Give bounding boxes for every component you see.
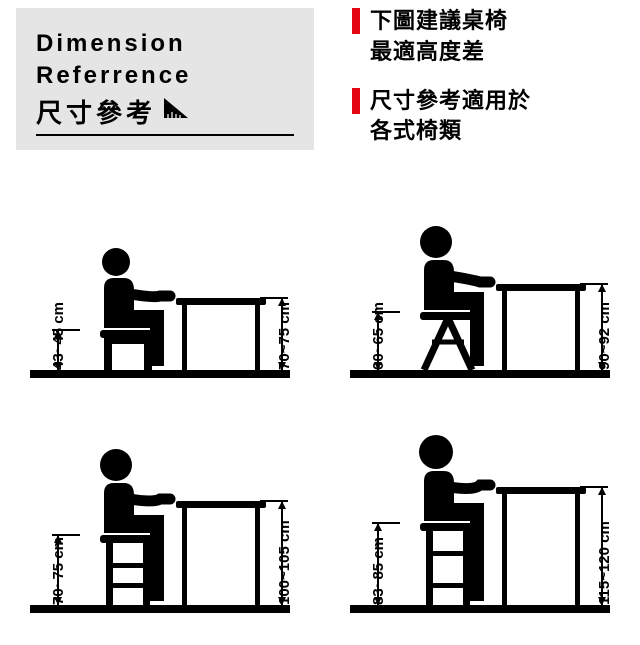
red-bullet-icon <box>352 8 360 34</box>
header-cn-text: 尺寸參考 <box>36 93 156 130</box>
note-2-line-1: 尺寸參考適用於 <box>370 86 531 117</box>
note-1-line-2: 最適高度差 <box>370 37 508 68</box>
ruler-icon <box>162 96 192 127</box>
red-bullet-icon <box>352 88 360 114</box>
header-rule <box>36 134 294 136</box>
note-1: 下圖建議桌椅 最適高度差 <box>352 6 624 68</box>
header-en-1: Dimension <box>36 28 294 60</box>
table-height-label: 100~105 cm <box>276 520 293 605</box>
table-height-label: 90~92 cm <box>596 302 613 370</box>
diagram-svg <box>0 170 320 405</box>
seat-height-label: 60~65 cm <box>370 302 387 370</box>
seat-height-label: 83~85 cm <box>370 537 387 605</box>
table-height-label: 70~75 cm <box>276 302 293 370</box>
diagram-grid: 43~45 cm 70~75 cm 60~65 cm 90~92 cm <box>0 170 640 640</box>
note-2: 尺寸參考適用於 各式椅類 <box>352 86 624 148</box>
diagram-2: 60~65 cm 90~92 cm <box>320 170 640 405</box>
diagram-3: 70~75 cm 100~105 cm <box>0 405 320 640</box>
note-1-line-1: 下圖建議桌椅 <box>370 6 508 37</box>
diagram-svg <box>320 405 640 640</box>
seat-height-label: 70~75 cm <box>50 537 67 605</box>
notes: 下圖建議桌椅 最適高度差 尺寸參考適用於 各式椅類 <box>352 6 624 165</box>
header-en-2: Referrence <box>36 60 294 92</box>
diagram-svg <box>0 405 320 640</box>
diagram-4: 83~85 cm 115~120 cm <box>320 405 640 640</box>
diagram-svg <box>320 170 640 405</box>
table-height-label: 115~120 cm <box>596 521 613 605</box>
header-box: Dimension Referrence 尺寸參考 <box>16 8 314 150</box>
seat-height-label: 43~45 cm <box>50 302 67 370</box>
diagram-1: 43~45 cm 70~75 cm <box>0 170 320 405</box>
note-2-line-2: 各式椅類 <box>370 116 531 147</box>
header-cn: 尺寸參考 <box>36 93 294 130</box>
